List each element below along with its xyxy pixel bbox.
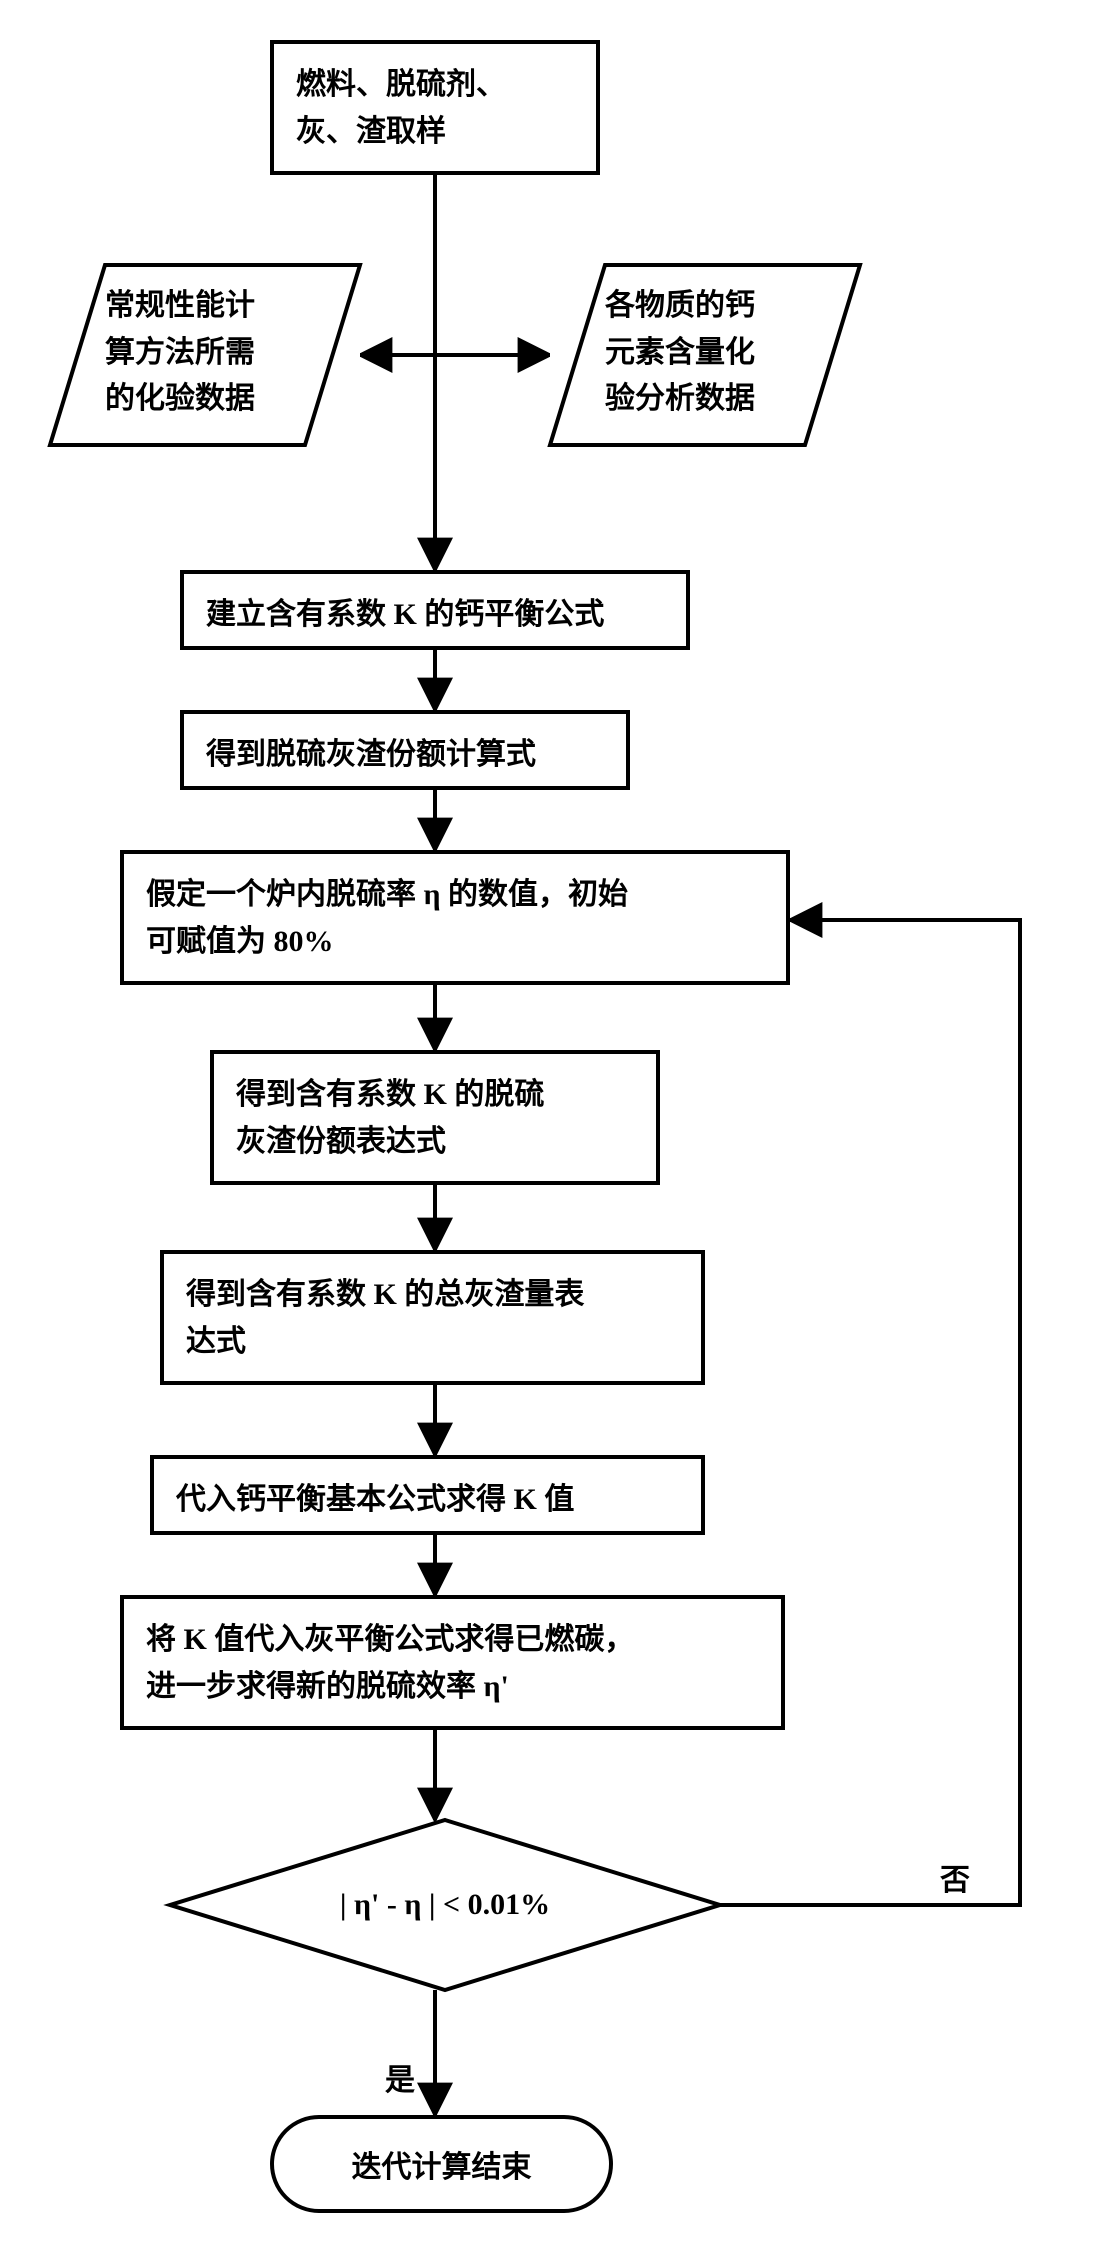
node-left-data-text: 常规性能计 算方法所需 的化验数据: [105, 283, 255, 423]
node-step5: 得到含有系数 K 的总灰渣量表 达式: [160, 1250, 705, 1385]
node-step5-text: 得到含有系数 K 的总灰渣量表 达式: [186, 1272, 679, 1365]
node-right-data-text: 各物质的钙 元素含量化 验分析数据: [605, 283, 755, 423]
label-no: 否: [940, 1855, 970, 1899]
node-step7: 将 K 值代入灰平衡公式求得已燃碳， 进一步求得新的脱硫效率 η': [120, 1595, 785, 1730]
node-end-text: 迭代计算结束: [352, 2142, 532, 2186]
node-step1-text: 建立含有系数 K 的钙平衡公式: [206, 592, 664, 639]
label-yes: 是: [385, 2055, 415, 2099]
node-start-text: 燃料、脱硫剂、 灰、渣取样: [296, 62, 574, 155]
node-decision-text: | η' - η | < 0.01%: [170, 1888, 720, 1922]
node-step7-text: 将 K 值代入灰平衡公式求得已燃碳， 进一步求得新的脱硫效率 η': [146, 1617, 759, 1710]
node-step2-text: 得到脱硫灰渣份额计算式: [206, 732, 604, 779]
node-left-data: 常规性能计 算方法所需 的化验数据: [50, 265, 360, 445]
node-step3-text: 假定一个炉内脱硫率 η 的数值，初始 可赋值为 80%: [146, 872, 764, 965]
node-step4-text: 得到含有系数 K 的脱硫 灰渣份额表达式: [236, 1072, 634, 1165]
node-start: 燃料、脱硫剂、 灰、渣取样: [270, 40, 600, 175]
node-decision: | η' - η | < 0.01%: [170, 1820, 720, 1990]
node-step1: 建立含有系数 K 的钙平衡公式: [180, 570, 690, 650]
node-step3: 假定一个炉内脱硫率 η 的数值，初始 可赋值为 80%: [120, 850, 790, 985]
flowchart-canvas: 燃料、脱硫剂、 灰、渣取样 常规性能计 算方法所需 的化验数据 各物质的钙 元素…: [40, 40, 1077, 2216]
node-step4: 得到含有系数 K 的脱硫 灰渣份额表达式: [210, 1050, 660, 1185]
node-step2: 得到脱硫灰渣份额计算式: [180, 710, 630, 790]
node-step6: 代入钙平衡基本公式求得 K 值: [150, 1455, 705, 1535]
node-right-data: 各物质的钙 元素含量化 验分析数据: [550, 265, 860, 445]
node-end: 迭代计算结束: [270, 2115, 613, 2213]
node-step6-text: 代入钙平衡基本公式求得 K 值: [176, 1477, 679, 1524]
